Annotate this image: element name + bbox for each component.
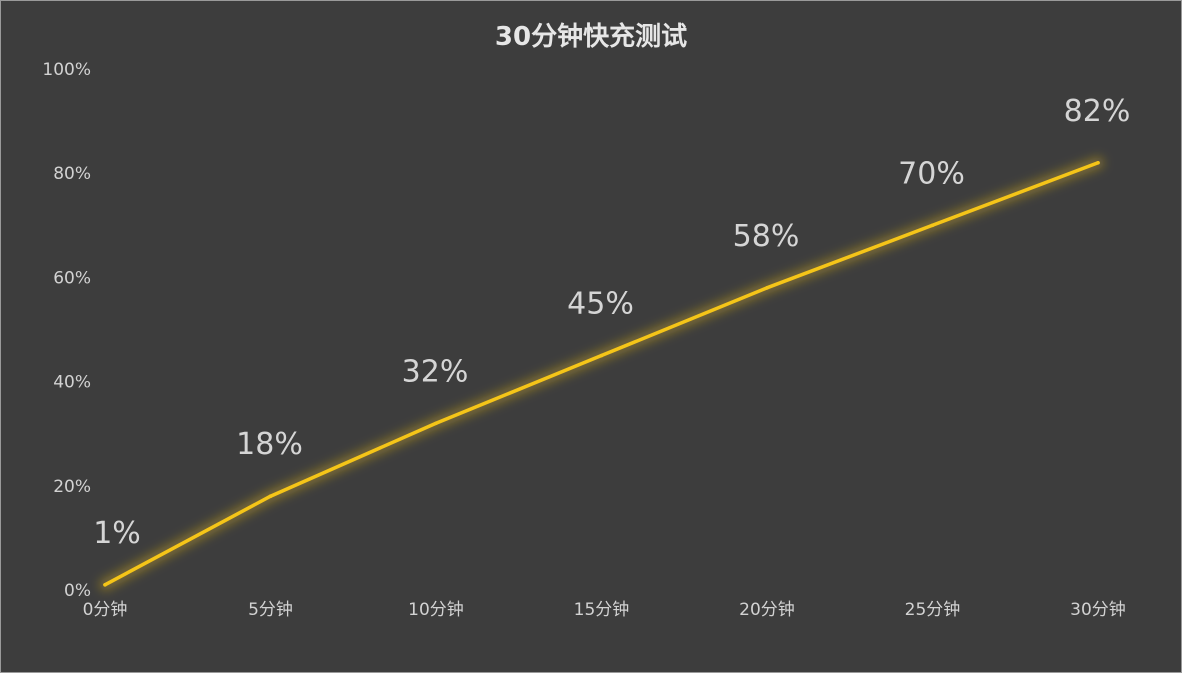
x-tick-label: 10分钟 bbox=[408, 600, 464, 620]
series-line bbox=[103, 161, 1100, 587]
data-labels: 1% 18% 32% 45% 58% 70% 82% bbox=[93, 94, 1130, 551]
data-label: 45% bbox=[567, 287, 634, 322]
data-point bbox=[434, 421, 438, 426]
y-tick-label: 100% bbox=[42, 60, 91, 80]
data-point bbox=[765, 286, 769, 290]
data-point bbox=[930, 223, 935, 228]
y-tick-label: 20% bbox=[53, 477, 91, 497]
x-tick-label: 0分钟 bbox=[83, 600, 128, 620]
y-tick-label: 0% bbox=[64, 581, 91, 601]
y-tick-label: 80% bbox=[53, 164, 91, 184]
y-tick-label: 60% bbox=[53, 268, 91, 288]
data-point bbox=[268, 494, 273, 499]
data-label: 1% bbox=[93, 516, 141, 551]
x-tick-label: 20分钟 bbox=[739, 600, 795, 620]
series-layer bbox=[99, 156, 1104, 591]
x-tick-label: 30分钟 bbox=[1070, 600, 1126, 620]
data-point bbox=[1096, 160, 1100, 165]
data-label: 18% bbox=[236, 427, 303, 462]
data-label: 58% bbox=[733, 219, 800, 254]
data-label: 32% bbox=[402, 354, 469, 389]
data-label: 70% bbox=[898, 156, 965, 191]
x-tick-label: 5分钟 bbox=[248, 600, 293, 620]
x-tick-label: 15分钟 bbox=[574, 600, 630, 620]
x-tick-label: 25分钟 bbox=[905, 600, 961, 620]
chart-title: 30分钟快充测试 bbox=[495, 21, 687, 52]
data-point bbox=[103, 582, 107, 587]
y-tick-label: 40% bbox=[53, 373, 91, 393]
y-axis-ticks: 0% 20% 40% 60% 80% 100% bbox=[42, 60, 91, 601]
x-axis-ticks: 0分钟 5分钟 10分钟 15分钟 20分钟 25分钟 30分钟 bbox=[83, 600, 1126, 620]
data-label: 82% bbox=[1064, 94, 1131, 129]
data-point bbox=[599, 353, 604, 358]
series-line-glow bbox=[99, 156, 1104, 591]
